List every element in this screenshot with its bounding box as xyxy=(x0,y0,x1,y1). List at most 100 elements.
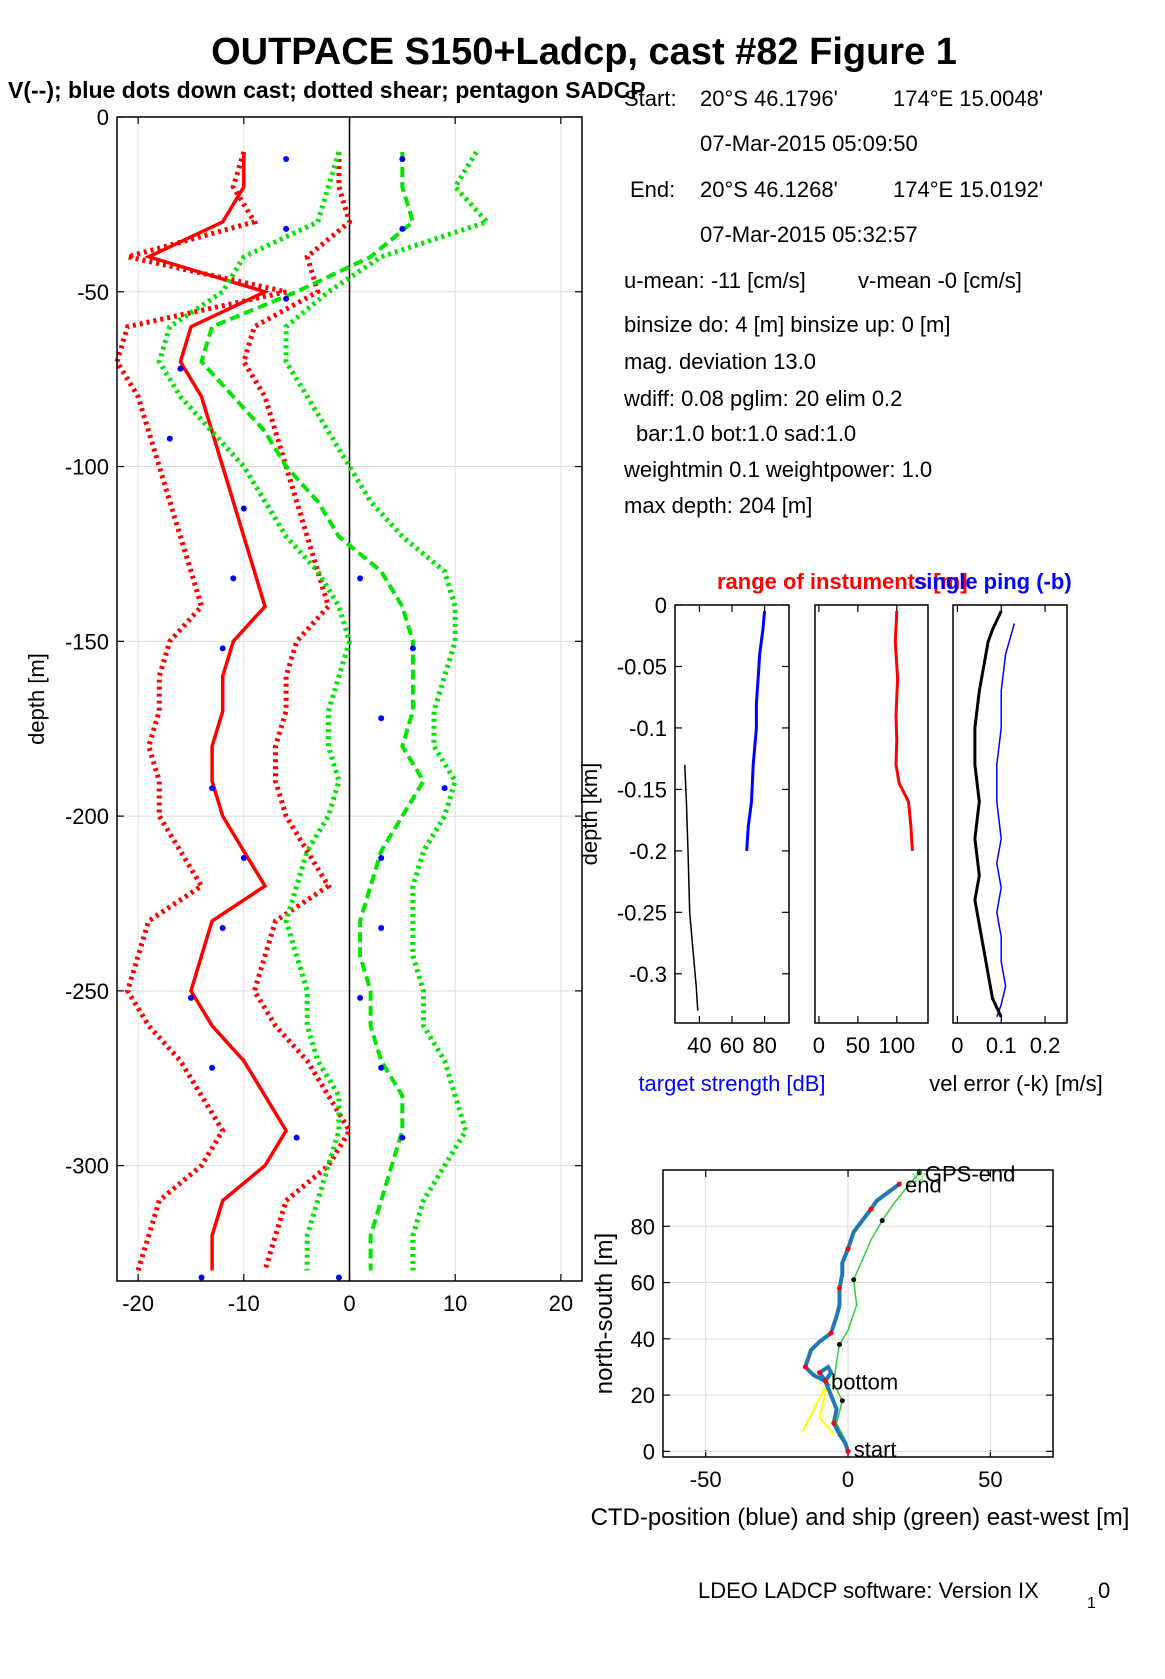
main-ytick-label: -200 xyxy=(65,804,109,829)
main-xtick-label: 10 xyxy=(443,1291,467,1316)
err-xtick-label: 0.2 xyxy=(1030,1033,1061,1058)
footer-end: 0 xyxy=(1098,1578,1110,1603)
main-xtick-label: -20 xyxy=(122,1291,154,1316)
downcast-dot xyxy=(219,924,226,931)
figure-title: OUTPACE S150+Ladcp, cast #82 Figure 1 xyxy=(211,31,957,73)
ts-ytick-label: 0 xyxy=(655,593,667,618)
u-mean: u-mean: -11 [cm/s] xyxy=(624,268,806,293)
range-xtick-label: 0 xyxy=(813,1033,825,1058)
downcast-dot xyxy=(399,155,406,162)
range-xtick-label: 100 xyxy=(878,1033,915,1058)
ts-ytick-label: -0.3 xyxy=(629,962,667,987)
ctd-marker xyxy=(831,1420,837,1426)
ts-xlabel: target strength [dB] xyxy=(638,1071,825,1096)
cast-info: Start: 20°S 46.1796' 174°E 15.0048' 07-M… xyxy=(623,86,1043,518)
range-xtick-label: 50 xyxy=(846,1033,870,1058)
software-version: LDEO LADCP software: Version IX 1 0 xyxy=(698,1578,1110,1612)
ts-axes-box xyxy=(674,604,790,1024)
end-lat: 20°S 46.1268' xyxy=(700,177,838,202)
v-mean: v-mean -0 [cm/s] xyxy=(858,268,1022,293)
downcast-dot xyxy=(198,1274,205,1281)
downcast-dot xyxy=(378,855,385,862)
max-depth: max depth: 204 [m] xyxy=(624,493,812,518)
downcast-dot xyxy=(283,295,290,302)
main-xtick-label: -10 xyxy=(228,1291,260,1316)
main-xtick-label: 0 xyxy=(343,1291,355,1316)
downcast-dot xyxy=(357,994,364,1001)
downcast-dot xyxy=(209,1064,216,1071)
ts-xtick-label: 40 xyxy=(687,1033,711,1058)
ts-range-line xyxy=(684,764,699,1011)
ctd-marker xyxy=(868,1206,874,1212)
pos-label-end: end xyxy=(905,1173,942,1198)
downcast-dot xyxy=(357,575,364,582)
err-xlabel: vel error (-k) [m/s] xyxy=(929,1071,1103,1096)
downcast-dot xyxy=(166,435,173,442)
ship-marker xyxy=(879,1218,885,1224)
footer-subscript: 1 xyxy=(1087,1595,1096,1612)
downcast-dot xyxy=(187,994,194,1001)
instrument-range-plot: 0 50 100 xyxy=(813,604,929,1058)
ts-ytick-label: -0.05 xyxy=(617,654,667,679)
pos-ytick-label: 60 xyxy=(631,1271,655,1296)
start-lat: 20°S 46.1796' xyxy=(700,86,838,111)
ship-marker xyxy=(839,1398,845,1404)
mag-deviation: mag. deviation 13.0 xyxy=(624,349,816,374)
gps-end-star-icon: ☆ xyxy=(910,1166,928,1188)
ctd-marker xyxy=(845,1448,851,1454)
ctd-marker xyxy=(828,1330,834,1336)
pos-label-gps-end: GPS-end xyxy=(925,1161,1016,1186)
start-time: 07-Mar-2015 05:09:50 xyxy=(700,131,918,156)
ts-ytick-label: -0.2 xyxy=(629,839,667,864)
pos-ytick-label: 80 xyxy=(631,1214,655,1239)
downcast-dot xyxy=(399,225,406,232)
ts-xtick-label: 80 xyxy=(752,1033,776,1058)
velocity-profile-plot: -20 -10 0 10 200-50-100-150-200-250-300depth… xyxy=(24,105,583,1316)
downcast-dot xyxy=(335,1274,342,1281)
pos-axes-box xyxy=(662,1169,1054,1458)
err-xtick-label: 0 xyxy=(951,1033,963,1058)
panel-title-range: range of instuments [m] xyxy=(717,569,968,594)
start-label: Start: xyxy=(624,86,677,111)
downcast-dot xyxy=(283,225,290,232)
pos-xtick-label: 0 xyxy=(842,1467,854,1492)
main-ytick-label: -300 xyxy=(65,1154,109,1179)
main-xtick-label: 20 xyxy=(549,1291,573,1316)
downcast-dot xyxy=(293,1134,300,1141)
downcast-dot xyxy=(378,1064,385,1071)
ctd-marker xyxy=(836,1285,842,1291)
ship-marker xyxy=(851,1277,857,1283)
downcast-dot xyxy=(378,715,385,722)
downcast-dot xyxy=(399,1134,406,1141)
ship-track-line xyxy=(833,1172,920,1452)
velocity-error-plot: 0 0.1 0.2 vel error (-k) [m/s] xyxy=(929,604,1103,1096)
ts-ytick-label: -0.1 xyxy=(629,716,667,741)
main-ylabel: depth [m] xyxy=(24,653,49,745)
err-mean-line xyxy=(973,610,1003,1018)
pos-xlabel: CTD-position (blue) and ship (green) eas… xyxy=(591,1504,1130,1531)
downcast-dot xyxy=(378,924,385,931)
downcast-dot xyxy=(240,505,247,512)
ts-single-ping-line xyxy=(745,610,767,851)
figure-subtitle: V(--); blue dots down cast; dotted shear… xyxy=(8,77,646,103)
main-ytick-label: -100 xyxy=(65,455,109,480)
pos-label-bottom: bottom xyxy=(831,1369,898,1394)
binsize: binsize do: 4 [m] binsize up: 0 [m] xyxy=(624,312,951,337)
downcast-dot xyxy=(283,155,290,162)
downcast-dot xyxy=(177,365,184,372)
pos-xtick-label: 50 xyxy=(978,1467,1002,1492)
ctd-track-line xyxy=(803,1182,901,1453)
ctd-marker xyxy=(845,1246,851,1252)
ts-ytick-label: -0.15 xyxy=(617,777,667,802)
ts-ylabel: depth [km] xyxy=(577,763,602,866)
downcast-dot xyxy=(409,645,416,652)
downcast-dot xyxy=(441,785,448,792)
err-single-ping-line xyxy=(996,623,1016,1018)
v-velocity-line xyxy=(199,152,426,1271)
end-time: 07-Mar-2015 05:32:57 xyxy=(700,222,918,247)
v-shear-bound-right xyxy=(283,150,492,1271)
panel-title-single-ping: single ping (-b) xyxy=(914,569,1072,594)
ctd-marker xyxy=(896,1181,902,1187)
